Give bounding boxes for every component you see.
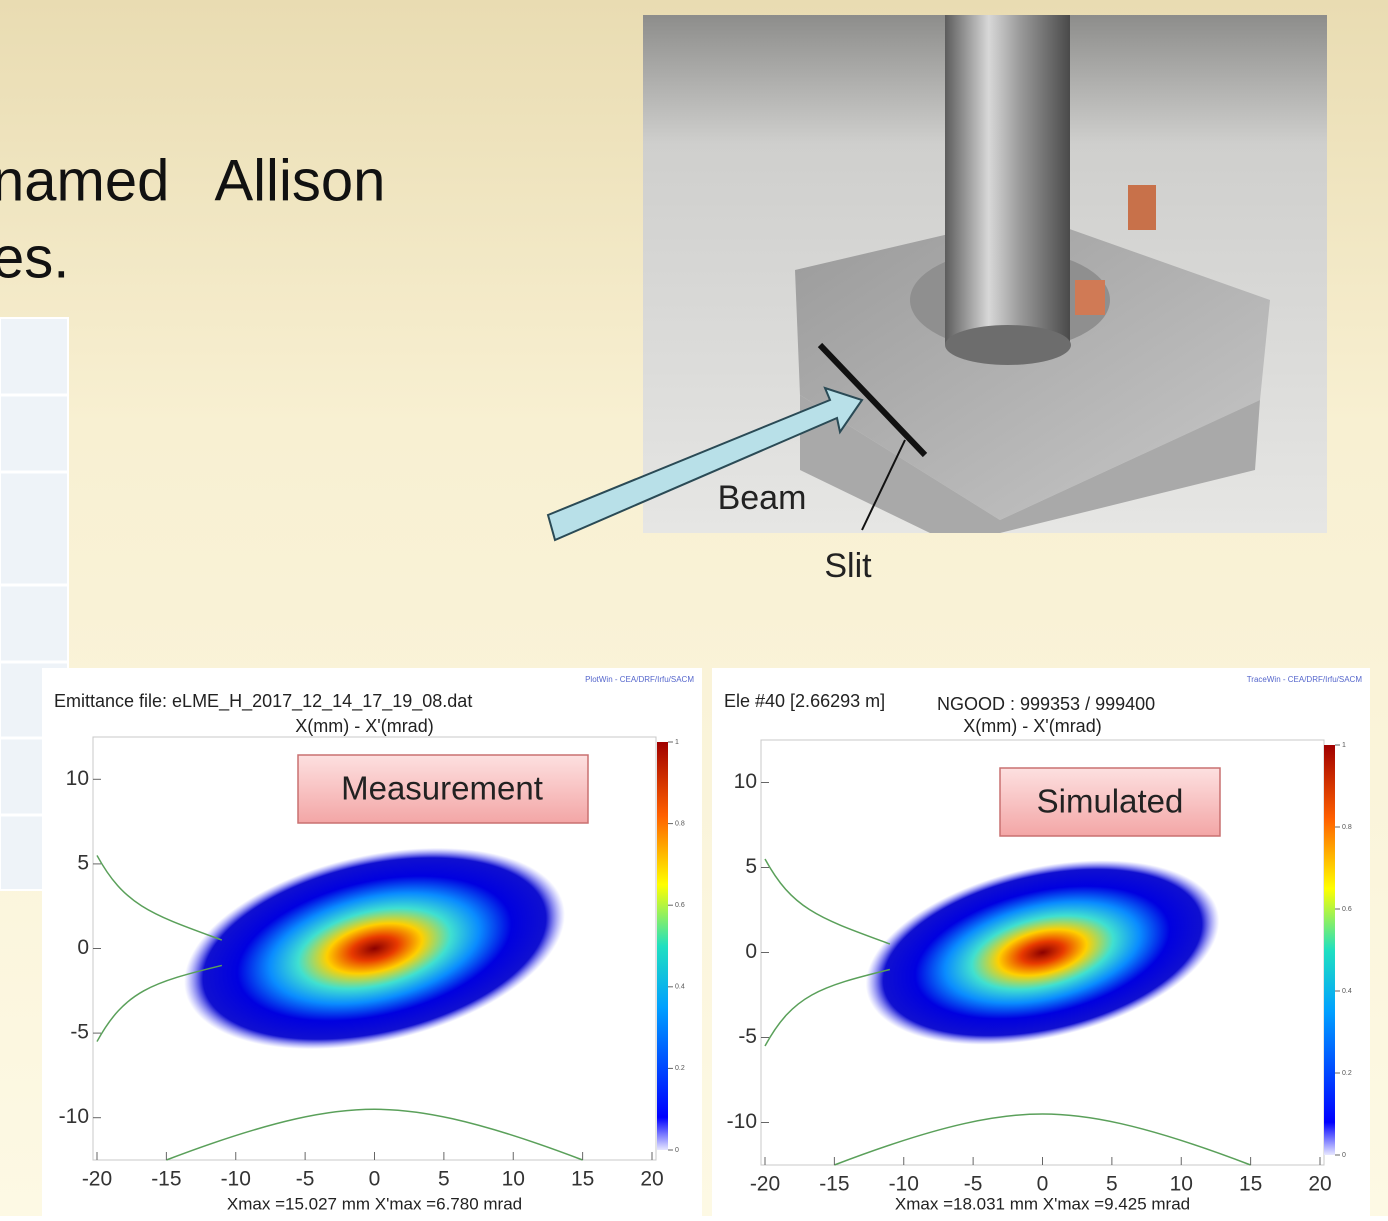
colorbar <box>1324 745 1335 1155</box>
colorbar-tick-label: 0.2 <box>675 1065 685 1072</box>
y-tick-label: 10 <box>66 767 89 790</box>
plot-label: Simulated <box>1037 783 1184 820</box>
y-tick-label: -10 <box>59 1105 89 1128</box>
colorbar-tick-label: 0 <box>1342 1152 1346 1159</box>
y-tick-label: -5 <box>738 1025 757 1048</box>
emittance-plot: -20 -15 -10 -5 0 5 10 15 20 -10 -5 0 5 10 0 0.2 0.4 0.6 0.… <box>42 668 702 1216</box>
axis-title: X(mm) - X'(mrad) <box>963 716 1101 736</box>
colorbar <box>657 742 668 1150</box>
x-tick-label: -5 <box>964 1173 983 1196</box>
slide: named Allison es. Beam Slit -20 -15 -10 -5 0… <box>0 0 1388 1216</box>
colorbar-tick-label: 0.8 <box>1342 824 1352 831</box>
colorbar-tick-label: 0.4 <box>1342 988 1352 995</box>
photo-label: Slit <box>824 547 872 585</box>
emittance-plot: -20 -15 -10 -5 0 5 10 15 20 -10 -5 0 5 10 0 0.2 0.4 0.6 0.… <box>712 668 1370 1216</box>
x-tick-label: -15 <box>151 1168 181 1191</box>
x-tick-label: 0 <box>1037 1173 1049 1196</box>
x-tick-label: 20 <box>1308 1173 1331 1196</box>
plot-watermark: TraceWin - CEA/DRF/Irfu/SACM <box>1247 675 1363 684</box>
x-tick-label: -15 <box>819 1173 849 1196</box>
colorbar-tick-label: 0.2 <box>1342 1070 1352 1077</box>
x-tick-label: 5 <box>438 1168 450 1191</box>
colorbar-tick-label: 0.6 <box>1342 906 1352 913</box>
plot-header: Emittance file: eLME_H_2017_12_14_17_19_… <box>54 691 472 712</box>
plot-footer: Xmax =15.027 mm X'max =6.780 mrad <box>227 1194 522 1213</box>
x-tick-label: 20 <box>640 1168 663 1191</box>
axis-title: X(mm) - X'(mrad) <box>295 716 433 736</box>
colorbar-tick-label: 0.8 <box>675 820 685 827</box>
x-tick-label: 0 <box>369 1168 381 1191</box>
body-text: es. <box>0 225 69 290</box>
x-tick-label: 5 <box>1106 1173 1118 1196</box>
body-text: named Allison <box>0 148 385 213</box>
x-tick-label: 10 <box>502 1168 525 1191</box>
x-tick-label: 15 <box>1239 1173 1262 1196</box>
plot-label: Measurement <box>341 770 543 807</box>
x-tick-label: -20 <box>750 1173 780 1196</box>
plot-header: NGOOD : 999353 / 999400 <box>937 694 1155 714</box>
y-tick-label: 10 <box>734 770 757 793</box>
plot-header: Ele #40 [2.66293 m] <box>724 691 885 711</box>
x-tick-label: -20 <box>82 1168 112 1191</box>
x-tick-label: 10 <box>1170 1173 1193 1196</box>
y-tick-label: -5 <box>70 1021 89 1044</box>
y-tick-label: 5 <box>77 851 89 874</box>
colorbar-tick-label: 0.4 <box>675 984 685 991</box>
y-tick-label: 5 <box>745 855 757 878</box>
plot-watermark: PlotWin - CEA/DRF/Irfu/SACM <box>585 675 694 684</box>
colorbar-tick-label: 1 <box>1342 742 1346 749</box>
photo-label: Beam <box>718 479 807 517</box>
x-tick-label: -5 <box>296 1168 315 1191</box>
x-tick-label: -10 <box>221 1168 251 1191</box>
x-tick-label: -10 <box>889 1173 919 1196</box>
y-tick-label: 0 <box>77 936 89 959</box>
y-tick-label: 0 <box>745 940 757 963</box>
photo <box>548 15 1327 540</box>
x-tick-label: 15 <box>571 1168 594 1191</box>
colorbar-tick-label: 0 <box>675 1147 679 1154</box>
plot-footer: Xmax =18.031 mm X'max =9.425 mrad <box>895 1194 1190 1213</box>
page: named Allison es. Beam Slit -20 -15 -10 -5 0… <box>0 0 1388 1216</box>
y-tick-label: -10 <box>727 1110 757 1133</box>
colorbar-tick-label: 1 <box>675 739 679 746</box>
colorbar-tick-label: 0.6 <box>675 902 685 909</box>
